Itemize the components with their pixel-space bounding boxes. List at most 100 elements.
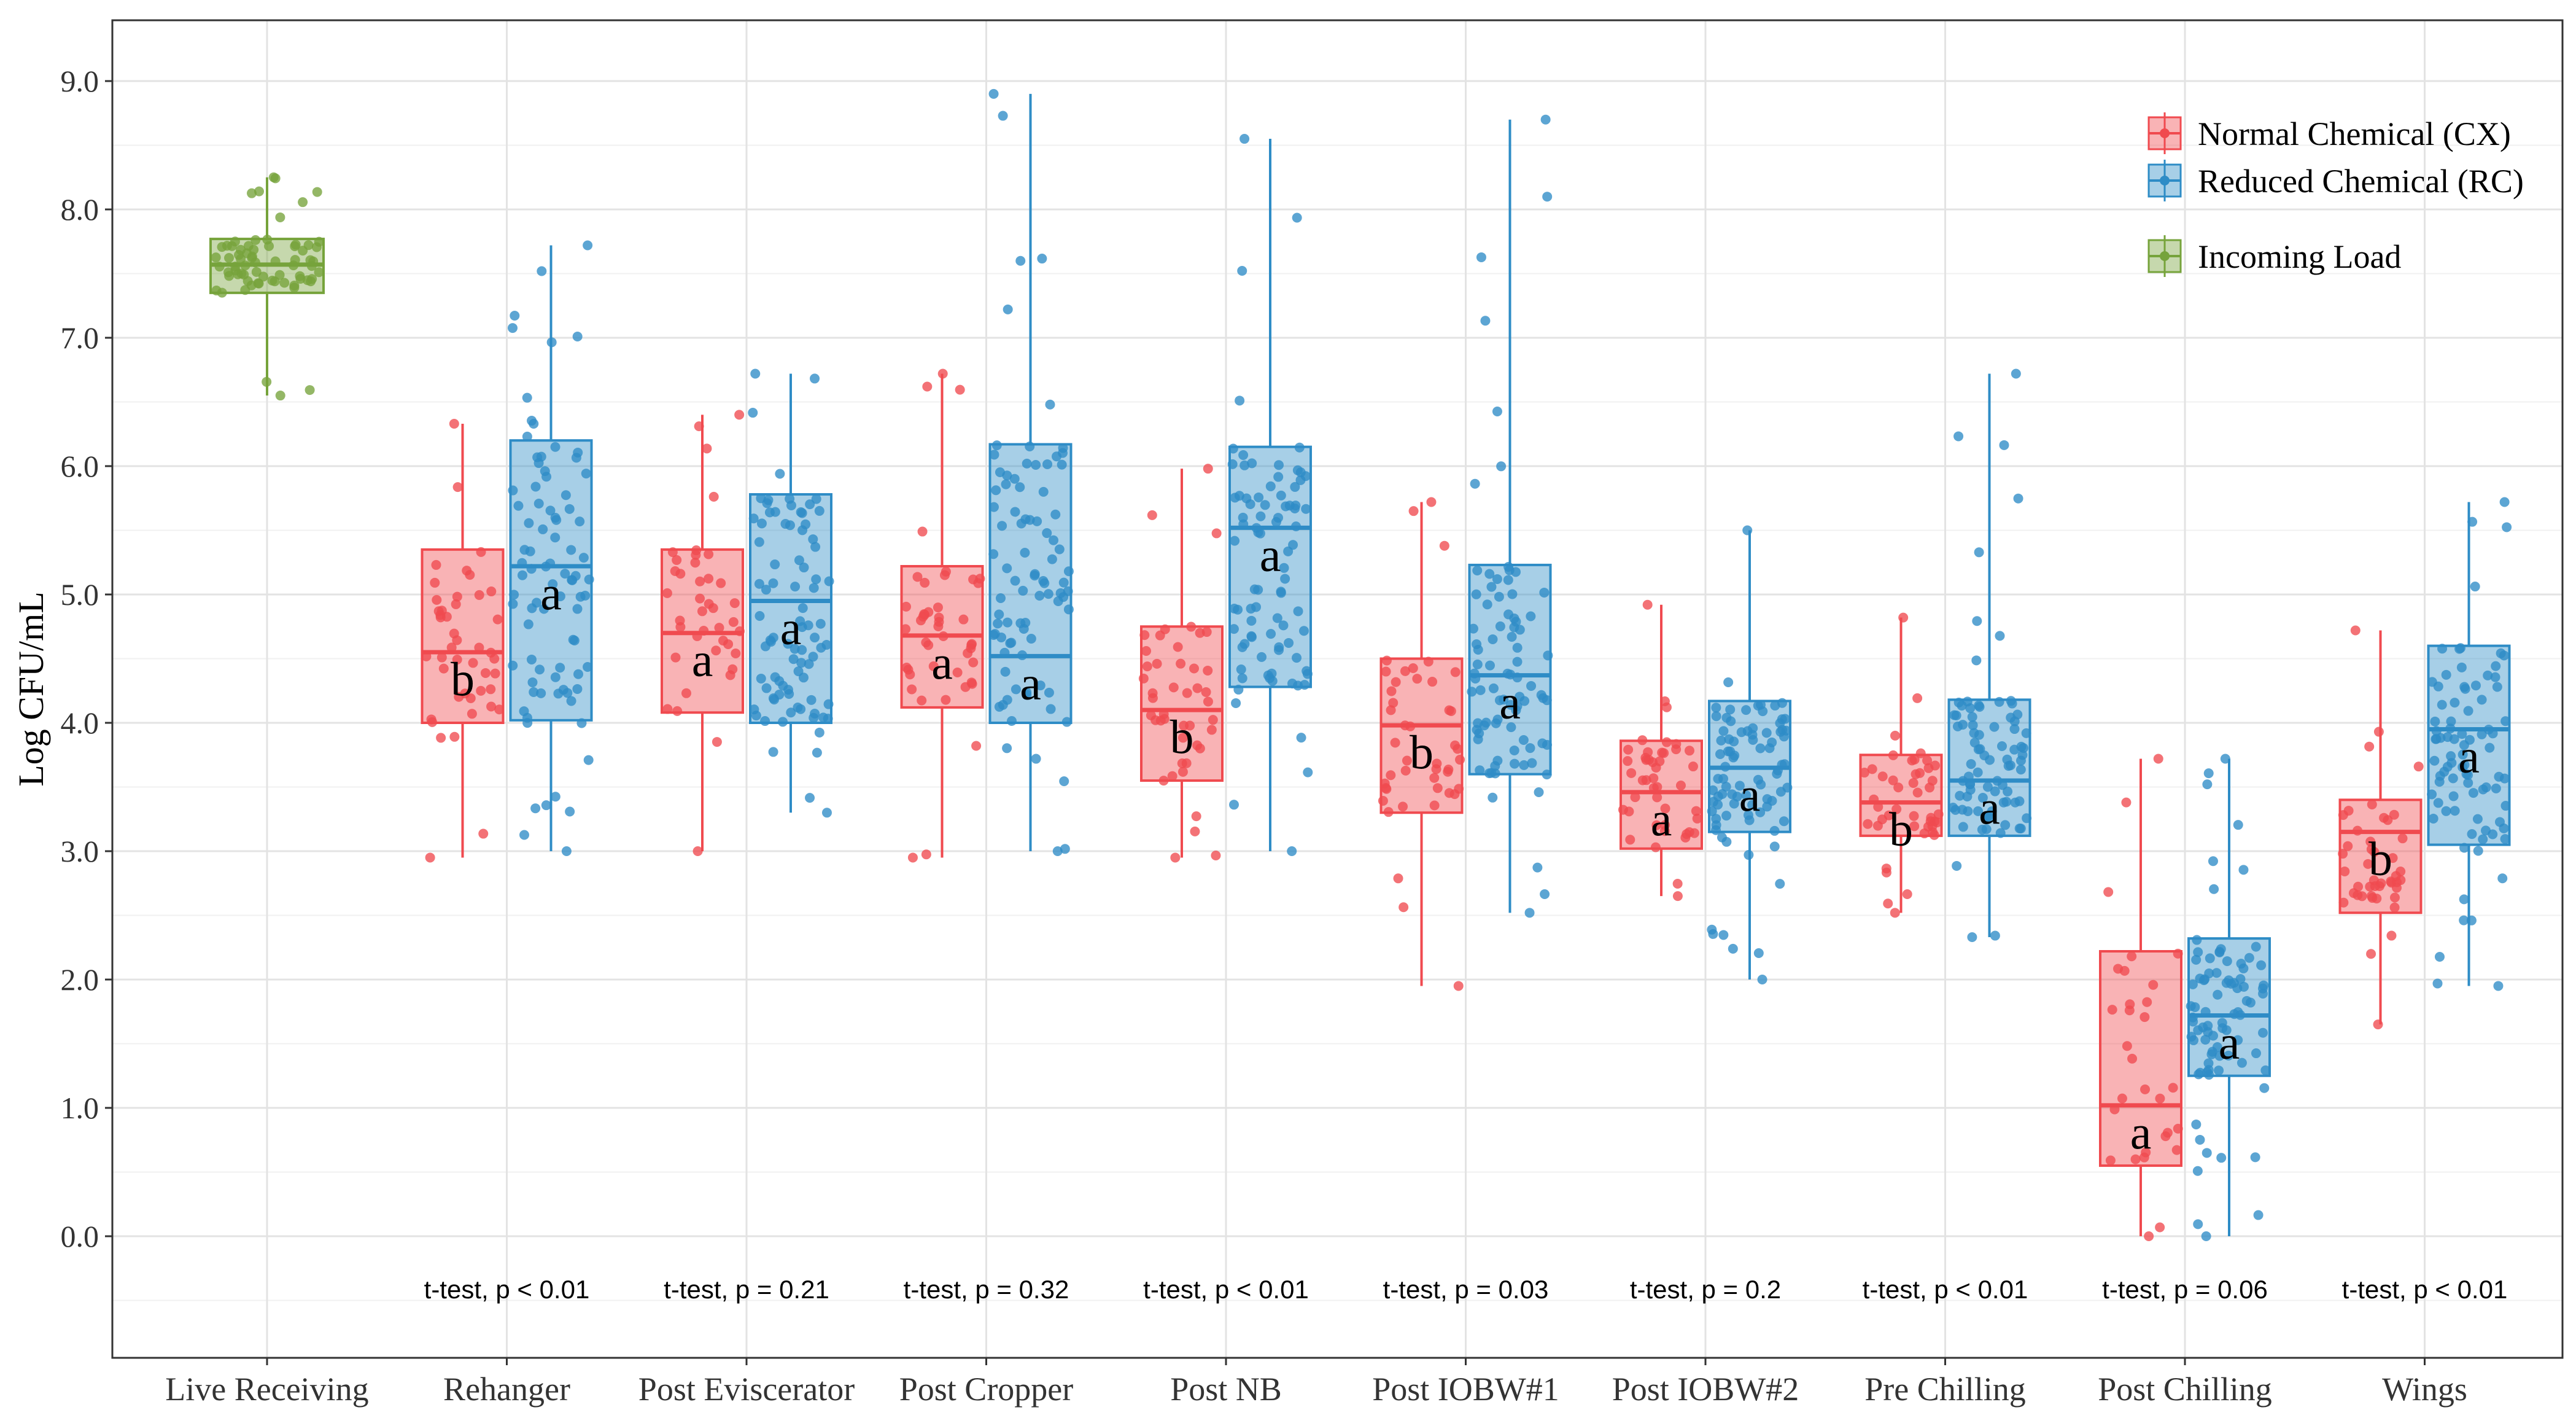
- data-point: [1038, 486, 1049, 497]
- data-point: [1037, 254, 1047, 264]
- data-point: [1152, 658, 1162, 669]
- data-point: [1402, 755, 1412, 766]
- data-point: [1519, 760, 1529, 770]
- data-point: [1680, 832, 1691, 843]
- data-point: [572, 604, 583, 614]
- data-point: [1648, 773, 1659, 784]
- data-point: [2191, 1119, 2202, 1129]
- data-point: [938, 631, 949, 641]
- data-point: [2434, 776, 2445, 787]
- data-point: [749, 704, 759, 715]
- data-point: [451, 599, 461, 609]
- data-point: [2121, 797, 2132, 808]
- data-point: [2022, 813, 2032, 824]
- data-point: [2496, 648, 2506, 658]
- data-point: [433, 606, 444, 617]
- data-point: [1884, 810, 1894, 820]
- data-point: [1908, 777, 1918, 788]
- data-point: [2244, 953, 2254, 963]
- data-point: [2485, 742, 2495, 753]
- data-point: [1032, 516, 1042, 526]
- data-point: [754, 579, 764, 589]
- data-point: [480, 668, 491, 678]
- data-point: [797, 508, 807, 518]
- data-point: [824, 576, 834, 586]
- data-point: [1058, 577, 1069, 588]
- data-point: [1206, 725, 1217, 735]
- data-point: [2500, 834, 2510, 844]
- data-point: [1177, 733, 1188, 743]
- data-point: [2466, 915, 2477, 925]
- data-point: [1054, 544, 1065, 555]
- data-point: [760, 641, 770, 652]
- data-point: [267, 275, 277, 286]
- data-point: [492, 614, 503, 625]
- data-point: [2251, 941, 2261, 952]
- data-point: [1236, 664, 1246, 675]
- data-point: [513, 501, 524, 511]
- data-point: [1967, 712, 1977, 722]
- data-point: [1488, 634, 1498, 644]
- data-point: [2470, 680, 2481, 691]
- data-point: [1303, 767, 1313, 777]
- data-point: [1955, 790, 1965, 801]
- data-point: [760, 716, 770, 727]
- data-point: [1469, 668, 1480, 679]
- data-point: [761, 585, 771, 595]
- data-point: [2107, 1005, 2117, 1015]
- data-point: [535, 664, 545, 675]
- significance-letter: a: [1979, 781, 2000, 834]
- data-point: [1229, 800, 1240, 810]
- data-point: [274, 270, 285, 280]
- data-point: [1492, 755, 1503, 766]
- data-point: [805, 793, 815, 803]
- data-point: [1651, 820, 1662, 830]
- data-point: [1488, 683, 1499, 693]
- data-point: [538, 524, 548, 534]
- data-point: [452, 591, 462, 602]
- significance-letter: a: [2130, 1105, 2152, 1159]
- data-point: [1543, 650, 1553, 661]
- data-point: [240, 260, 250, 271]
- data-point: [998, 111, 1008, 121]
- data-point: [1063, 586, 1073, 596]
- data-point: [667, 547, 678, 558]
- data-point: [2388, 853, 2398, 863]
- data-point: [438, 663, 449, 674]
- data-point: [1909, 754, 1920, 765]
- data-point: [785, 494, 795, 504]
- data-point: [1912, 693, 1923, 703]
- data-point: [1661, 737, 1672, 747]
- data-point: [2353, 825, 2363, 836]
- data-point: [814, 505, 824, 516]
- data-point: [796, 658, 807, 668]
- data-point: [1158, 709, 1169, 719]
- data-point: [527, 677, 538, 688]
- data-point: [1147, 510, 1157, 520]
- data-point: [712, 737, 722, 747]
- data-point: [524, 518, 534, 528]
- data-point: [2000, 820, 2011, 830]
- data-point: [2258, 989, 2268, 999]
- data-point: [2478, 834, 2488, 844]
- data-point: [517, 558, 527, 568]
- data-point: [1182, 688, 1192, 698]
- data-point: [928, 661, 939, 671]
- data-point: [2224, 975, 2234, 986]
- data-point: [1743, 810, 1753, 820]
- data-point: [2130, 1154, 2141, 1164]
- data-point: [1542, 769, 1552, 780]
- data-point: [1511, 705, 1521, 715]
- data-point: [1734, 781, 1745, 791]
- data-point: [247, 188, 257, 198]
- data-point: [2439, 766, 2450, 777]
- data-point: [1711, 814, 1721, 824]
- data-point: [1408, 506, 1419, 516]
- data-point: [1949, 710, 1960, 720]
- data-point: [476, 685, 486, 696]
- y-tick-label: 4.0: [61, 706, 99, 740]
- data-point: [2491, 661, 2501, 671]
- data-point: [1231, 698, 1241, 708]
- data-point: [558, 685, 568, 695]
- data-point: [2441, 669, 2451, 680]
